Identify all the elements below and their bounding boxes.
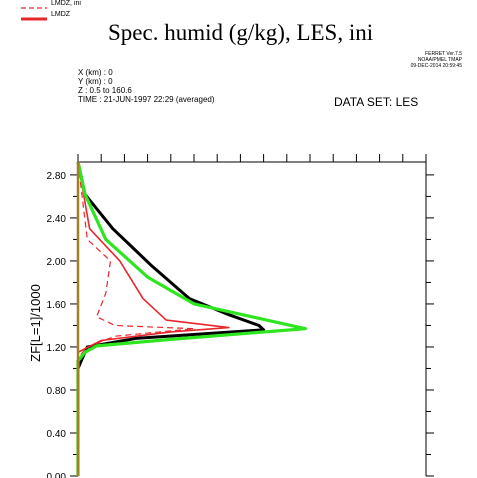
legend-label-lmdz-ini: LMDZ, ini	[51, 0, 81, 7]
info-y: Y (km) : 0	[78, 77, 113, 86]
y-axis-label: ZF[L=1]/1000	[28, 284, 43, 362]
y-tick-label: 1.20	[47, 343, 67, 354]
y-tick-label: 2.40	[47, 214, 67, 225]
info-block: X (km) : 0 Y (km) : 0 Z : 0.5 to 160.6 T…	[78, 68, 215, 104]
plot-title: Spec. humid (g/kg), LES, ini	[108, 20, 374, 45]
legend-swatches	[21, 7, 47, 21]
info-x: X (km) : 0	[78, 68, 113, 77]
ferret-date: 09-DEC-2014 20:59:45	[410, 63, 462, 69]
axis-ticks	[70, 154, 434, 477]
series-line-1	[77, 161, 195, 476]
ferret-version: FERRET Ver.7.5	[425, 51, 462, 57]
plot-frame	[77, 161, 427, 476]
legend-label-lmdz: LMDZ	[51, 11, 71, 18]
y-tick-label: 2.80	[47, 171, 67, 182]
series-line-3	[76, 161, 307, 476]
y-tick-label: 1.60	[47, 300, 67, 311]
series-line-2	[77, 161, 230, 476]
y-tick-labels: 0.00 0.40 0.80 1.20 1.60 2.00 2.40 2.80	[47, 171, 67, 478]
ferret-stamp: FERRET Ver.7.5 NOAA/PMEL TMAP 09-DEC-201…	[411, 51, 462, 69]
y-tick-label: 0.80	[47, 386, 67, 397]
y-tick-label: 0.40	[47, 429, 67, 440]
dataset-label: DATA SET: LES	[334, 95, 419, 109]
ferret-org: NOAA/PMEL TMAP	[417, 57, 462, 63]
series-line-0	[76, 161, 266, 476]
series-layer	[76, 161, 307, 476]
info-time: TIME : 21-JUN-1997 22:29 (averaged)	[78, 95, 215, 104]
info-z: Z : 0.5 to 160.6	[78, 86, 132, 95]
y-tick-label: 2.00	[47, 257, 67, 268]
y-tick-label: 0.00	[47, 472, 67, 478]
